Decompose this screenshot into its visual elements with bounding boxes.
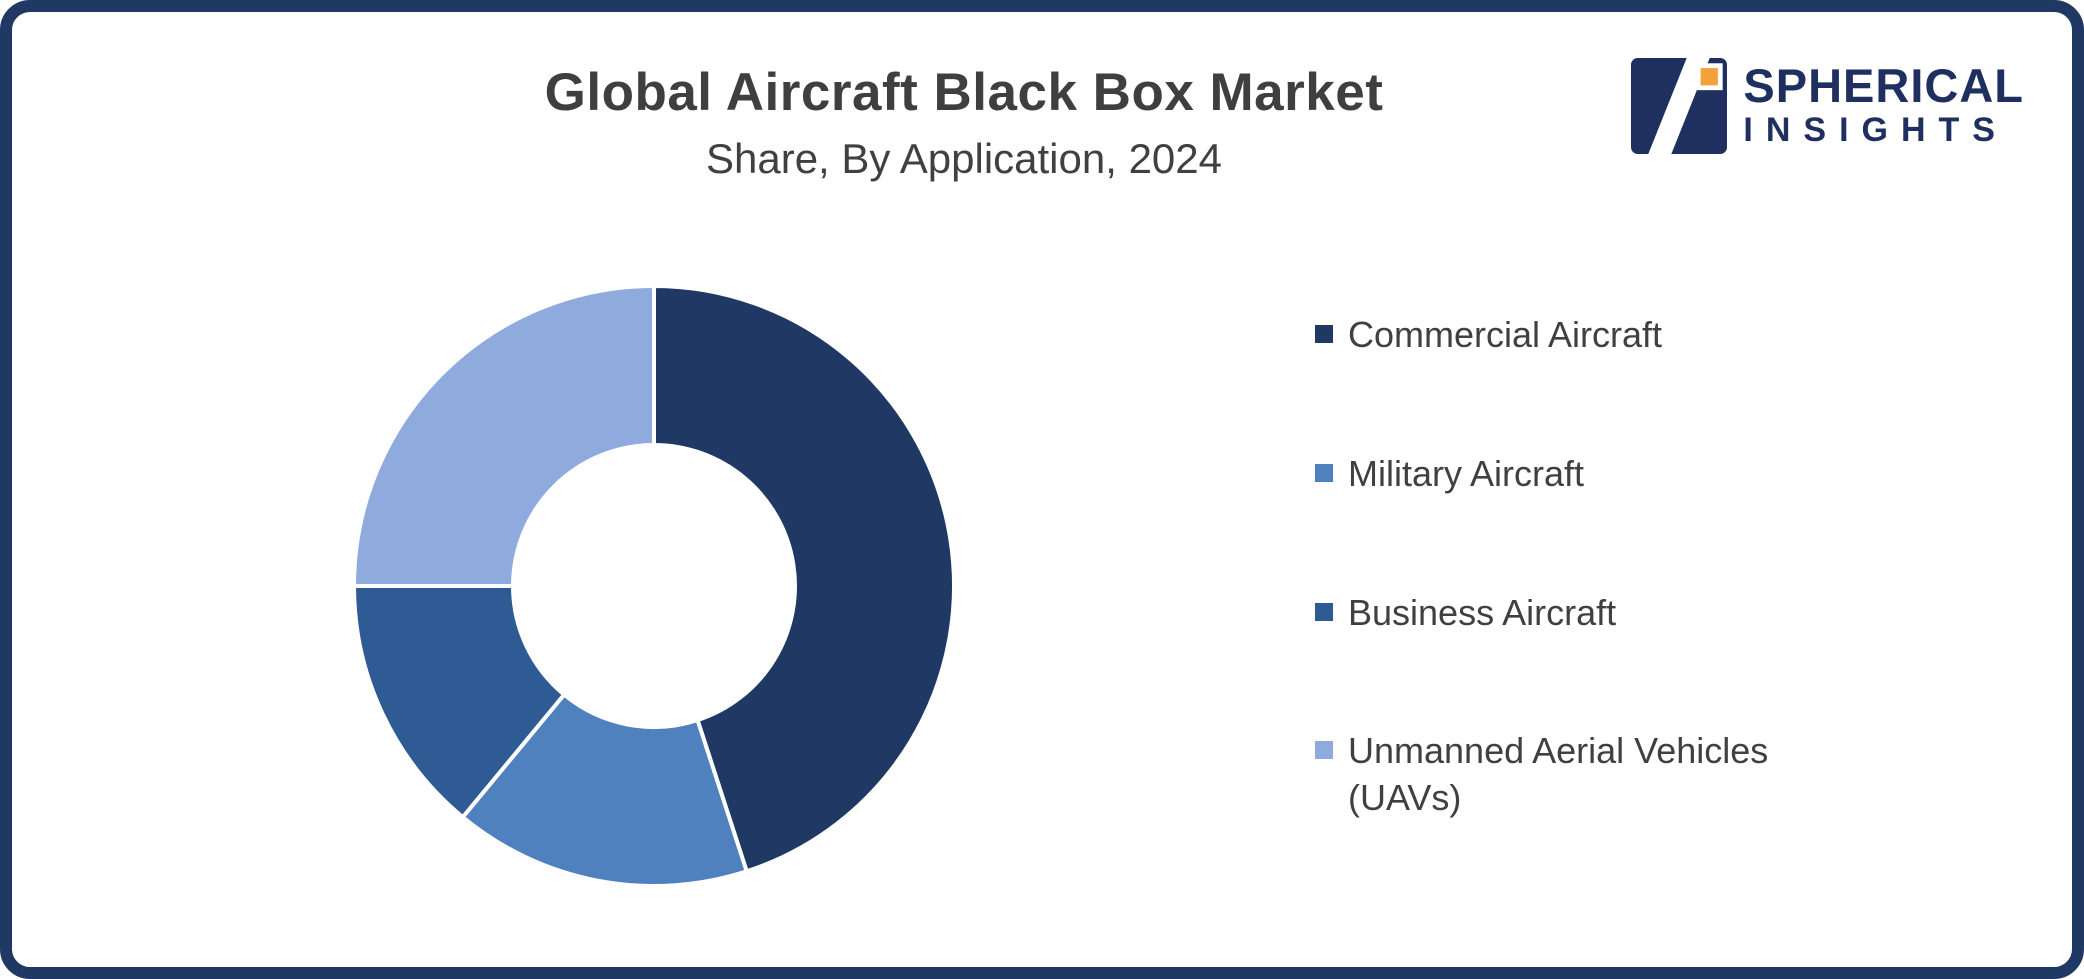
chart-header: Global Aircraft Black Box Market Share, …: [12, 62, 1916, 183]
donut-segment-2: [352, 584, 567, 820]
legend-item-commercial-aircraft: Commercial Aircraft: [1315, 312, 1785, 359]
chart-subtitle: Share, By Application, 2024: [705, 135, 1223, 182]
donut-segment-3: [352, 284, 656, 588]
legend-label: Commercial Aircraft: [1348, 314, 1663, 355]
logo-brand-name: SPHERICAL: [1743, 58, 2024, 112]
legend-item-business-aircraft: Business Aircraft: [1315, 590, 1785, 637]
chart-title: Global Aircraft Black Box Market: [544, 63, 1384, 122]
logo-brand-subname: INSIGHTS: [1743, 111, 2008, 150]
donut-segment-1: [460, 692, 749, 888]
brand-logo: SPHERICAL INSIGHTS: [1631, 58, 2024, 154]
donut-segment-0: [652, 284, 956, 874]
legend-marker-icon: [1315, 325, 1333, 343]
legend-marker-icon: [1315, 602, 1333, 621]
spherical-insights-logo-icon: [1631, 58, 1728, 154]
legend-marker-icon: [1315, 463, 1333, 482]
legend-label: Business Aircraft: [1348, 591, 1617, 633]
legend-item-uav: Unmanned Aerial Vehicles (UAVs): [1315, 728, 1785, 822]
logo-wordmark: SPHERICAL INSIGHTS: [1743, 61, 2024, 151]
legend-label: Military Aircraft: [1348, 452, 1585, 494]
legend-item-military-aircraft: Military Aircraft: [1315, 451, 1785, 498]
legend-marker-icon: [1315, 741, 1333, 760]
legend-label: Unmanned Aerial Vehicles (UAVs): [1348, 730, 1769, 819]
chart-legend: Commercial Aircraft Military Aircraft Bu…: [1315, 312, 1785, 822]
donut-chart: [352, 284, 956, 888]
